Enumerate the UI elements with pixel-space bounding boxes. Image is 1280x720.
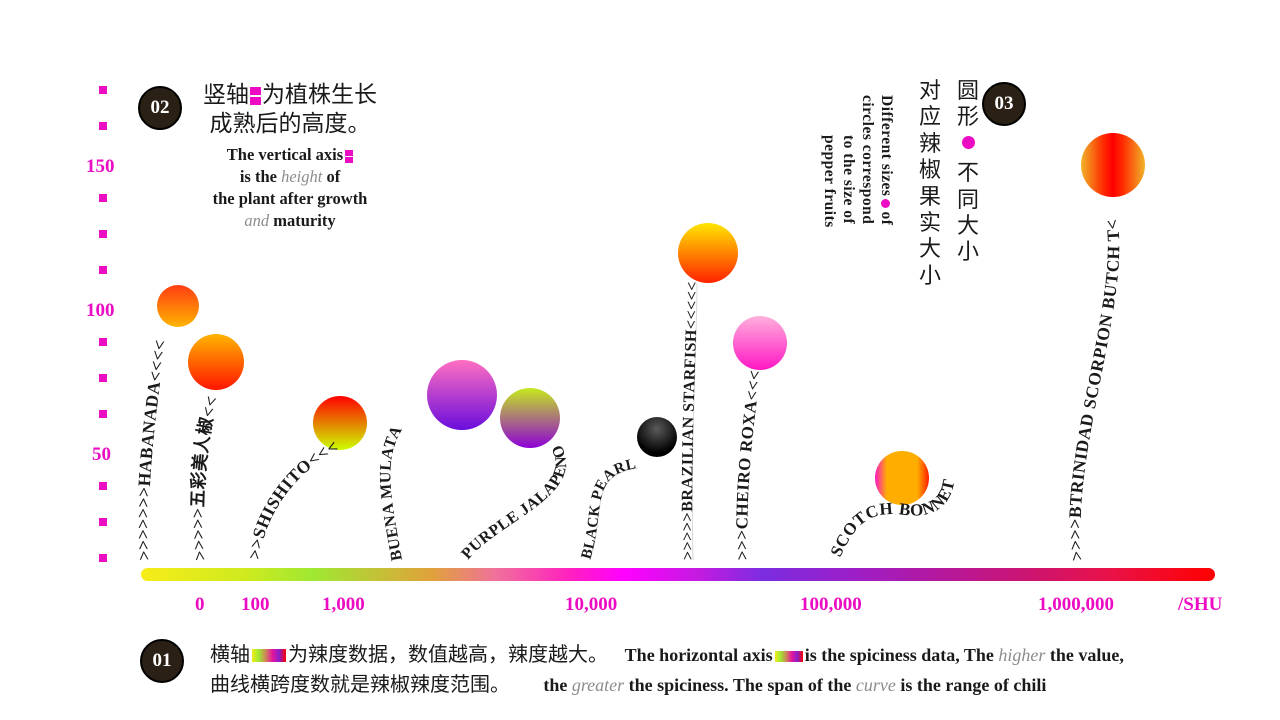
svg-text:>>>>>五彩美人椒<<<<<: >>>>>五彩美人椒<<<<< (0, 0, 222, 561)
svg-text:PURPLE JALAPENO: PURPLE JALAPENO (458, 442, 570, 562)
svg-text:BLACK PEARL: BLACK PEARL (579, 456, 638, 561)
svg-text:>>>>>>>HABANADA<<<<<<: >>>>>>>HABANADA<<<<<< (0, 0, 170, 561)
svg-text:BUENA MULATA: BUENA MULATA (377, 423, 406, 562)
svg-text:>>SHISHITO<<<<<: >>SHISHITO<<<<< (0, 0, 341, 560)
svg-text:SCOTCH BONNET: SCOTCH BONNET (826, 477, 958, 559)
svg-text:>>>>>BRAZILIAN STARFISH<<<<<<: >>>>>BRAZILIAN STARFISH<<<<<< (0, 0, 701, 560)
